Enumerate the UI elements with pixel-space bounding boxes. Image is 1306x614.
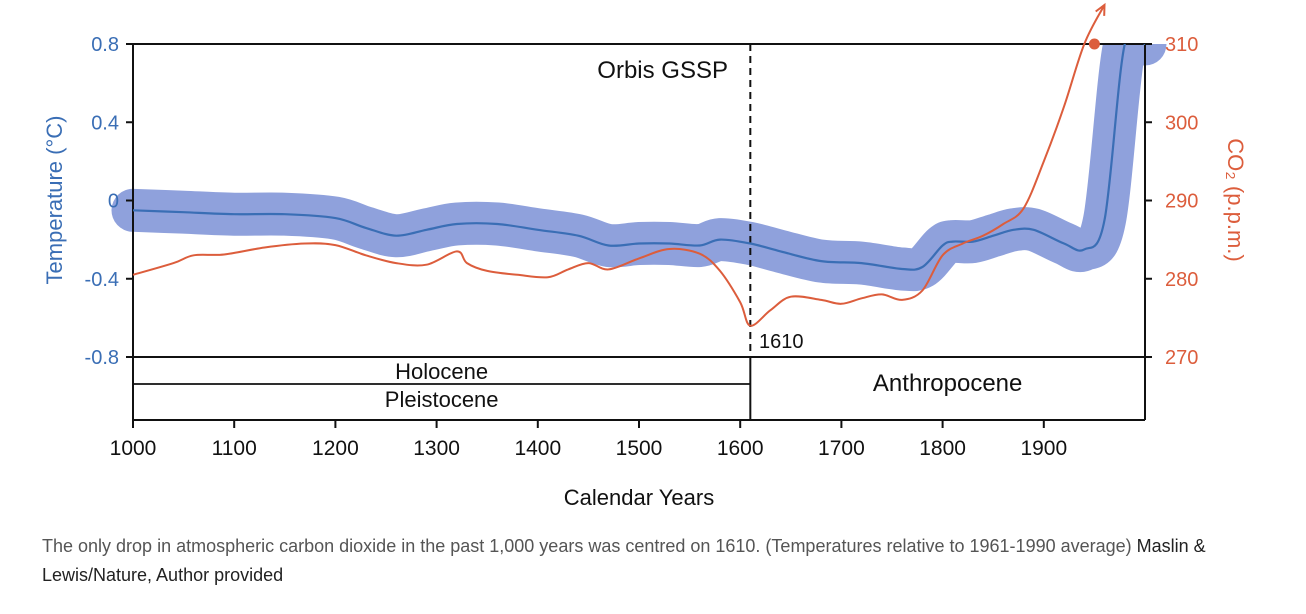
temperature-line [132,44,1145,271]
caption: The only drop in atmospheric carbon diox… [42,532,1272,590]
co2-arrowhead [1095,2,1106,16]
x-tick-label: 1500 [616,437,663,460]
caption-credit: Maslin & Lewis/Nature, Author provided [42,536,1206,585]
drop-year-label: 1610 [759,331,804,353]
left-tick-label: -0.4 [85,269,119,291]
left-tick-label: 0 [108,191,119,213]
pleistocene-label: Pleistocene [385,387,499,412]
caption-text: The only drop in atmospheric carbon diox… [42,536,1132,556]
chart: Holocene Pleistocene Anthropocene Orbis GSS… [42,2,1248,510]
right-tick-label: 290 [1165,191,1198,213]
right-axis-title: CO₂ (p.p.m.) [1223,138,1248,261]
right-tick-label: 310 [1165,34,1198,56]
x-tick-label: 1400 [514,437,561,460]
x-tick-label: 1800 [919,437,966,460]
left-axis-title: Temperature (°C) [42,116,67,285]
x-tick-label: 1300 [413,437,460,460]
holocene-label: Holocene [395,359,488,384]
left-tick-label: -0.8 [85,347,119,369]
co2-highlight-point [1088,38,1100,50]
left-tick-label: 0.4 [91,112,119,134]
x-axis-title: Calendar Years [564,485,714,510]
x-tick-label: 1600 [717,437,764,460]
x-tick-label: 1900 [1020,437,1067,460]
x-tick-label: 1700 [818,437,865,460]
x-tick-label: 1000 [110,437,157,460]
co2-line [132,4,1106,327]
right-tick-label: 270 [1165,347,1198,369]
right-tick-label: 300 [1165,112,1198,134]
gssp-label: Orbis GSSP [597,57,728,84]
left-tick-label: 0.8 [91,34,119,56]
x-tick-label: 1100 [212,437,257,460]
right-tick-label: 280 [1165,269,1198,291]
anthropocene-label: Anthropocene [873,370,1022,397]
x-tick-label: 1200 [312,437,359,460]
